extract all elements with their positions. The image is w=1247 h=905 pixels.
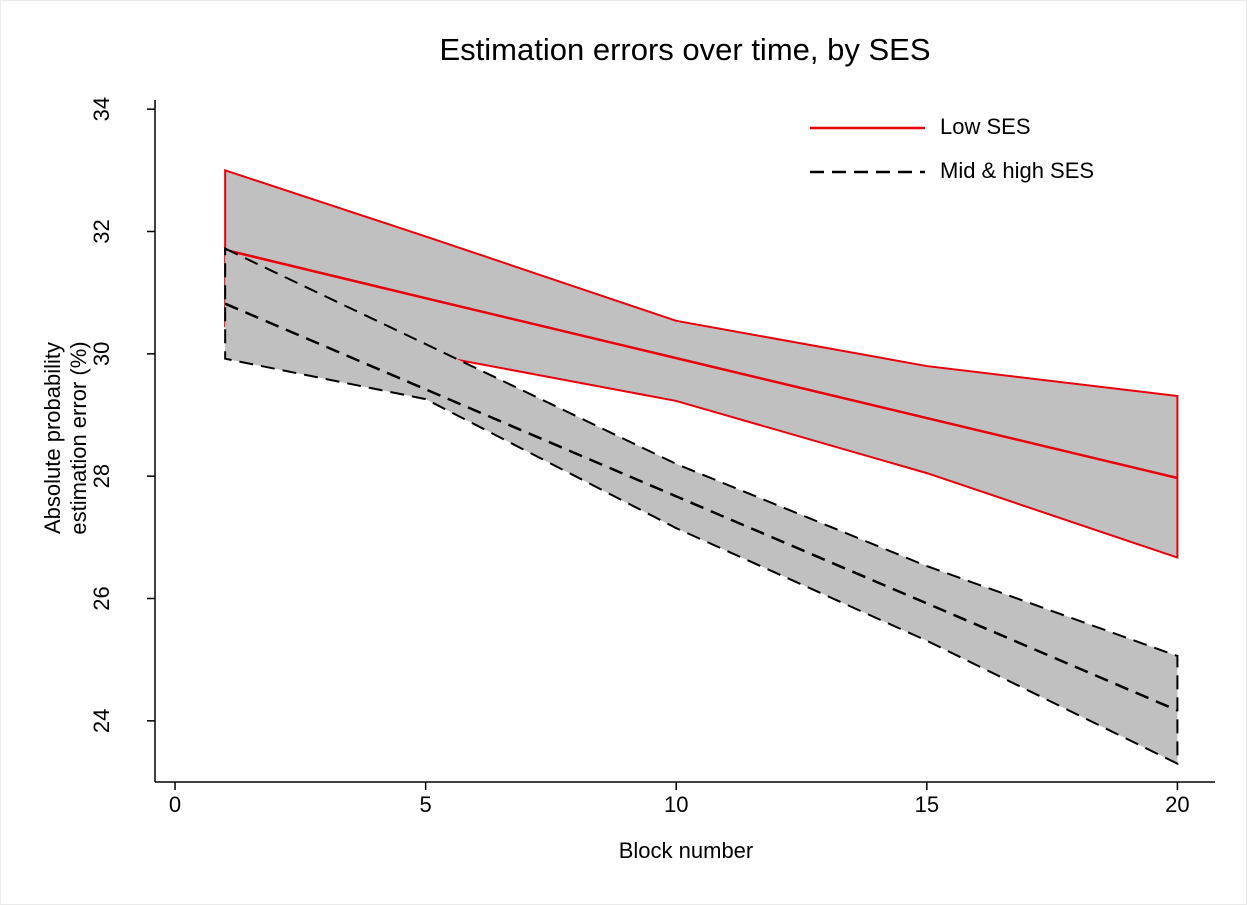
x-tick-label: 15 — [915, 792, 939, 817]
series-line — [224, 248, 1178, 480]
y-tick-label: 28 — [89, 464, 114, 488]
x-tick-label: 20 — [1165, 792, 1189, 817]
chart-title: Estimation errors over time, by SES — [440, 32, 931, 67]
y-tick-label: 26 — [89, 586, 114, 610]
series-line — [224, 302, 1178, 712]
legend-label: Mid & high SES — [940, 158, 1094, 183]
x-tick-label: 0 — [169, 792, 181, 817]
y-tick-label: 34 — [89, 97, 114, 121]
x-axis-title: Block number — [619, 838, 754, 863]
y-tick-label: 24 — [89, 709, 114, 733]
x-tick-label: 10 — [664, 792, 688, 817]
legend-label: Low SES — [940, 114, 1031, 139]
y-tick-label: 32 — [89, 219, 114, 243]
x-tick-label: 5 — [420, 792, 432, 817]
y-axis-title: estimation error (%) — [66, 341, 91, 534]
y-tick-label: 30 — [89, 342, 114, 366]
y-axis-title: Absolute probability — [40, 342, 65, 534]
